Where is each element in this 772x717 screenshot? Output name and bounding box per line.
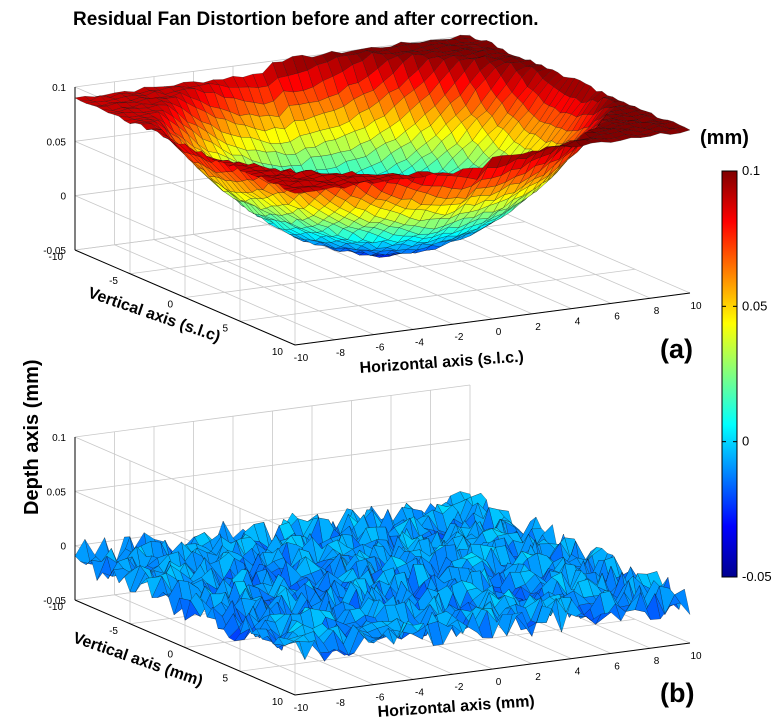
z-tick-label: 0 bbox=[60, 542, 66, 553]
x-tick-label: -8 bbox=[336, 698, 345, 709]
x-tick-label: 10 bbox=[690, 651, 702, 662]
x-tick-label: 2 bbox=[535, 322, 541, 333]
x-tick-label: 2 bbox=[535, 672, 541, 683]
y-tick-label: 0 bbox=[167, 300, 173, 311]
colorbar-tick-label: 0.05 bbox=[742, 298, 767, 313]
y-tick-label: -10 bbox=[49, 602, 64, 613]
x-tick-label: -4 bbox=[415, 687, 424, 698]
panel-label: (b) bbox=[660, 678, 694, 708]
x-axis-label: Horizontal axis (mm) bbox=[377, 693, 535, 717]
colorbar bbox=[721, 170, 738, 578]
x-tick-label: -8 bbox=[336, 348, 345, 359]
x-tick-label: -4 bbox=[415, 337, 424, 348]
y-tick-label: -5 bbox=[109, 626, 118, 637]
colorbar-tick-label: 0.1 bbox=[742, 163, 760, 178]
z-tick-label: 0.1 bbox=[52, 433, 66, 444]
y-axis-label: Vertical axis (s.l.c) bbox=[86, 285, 223, 346]
colorbar-tick-label: -0.05 bbox=[742, 569, 772, 584]
z-tick-label: 0.05 bbox=[47, 137, 67, 148]
x-tick-label: -10 bbox=[294, 353, 309, 364]
z-tick-label: -0.05 bbox=[43, 596, 66, 607]
y-tick-label: -5 bbox=[109, 276, 118, 287]
y-tick-label: 5 bbox=[222, 323, 228, 334]
x-tick-label: 0 bbox=[496, 677, 502, 688]
chart-title: Residual Fan Distortion before and after… bbox=[73, 9, 539, 30]
x-tick-label: 6 bbox=[614, 661, 620, 672]
x-tick-label: 4 bbox=[575, 317, 581, 328]
x-tick-label: -6 bbox=[376, 343, 385, 354]
x-tick-label: -6 bbox=[376, 693, 385, 704]
z-tick-label: 0 bbox=[60, 192, 66, 203]
x-tick-label: 6 bbox=[614, 311, 620, 322]
x-tick-label: -2 bbox=[455, 332, 464, 343]
colorbar-tick-label: 0 bbox=[742, 434, 749, 449]
surface bbox=[74, 34, 691, 258]
x-tick-label: 8 bbox=[654, 306, 660, 317]
z-tick-label: -0.05 bbox=[43, 246, 66, 257]
surface bbox=[74, 491, 691, 662]
depth-axis-label: Depth axis (mm) bbox=[21, 359, 43, 515]
y-tick-label: 10 bbox=[272, 697, 284, 708]
y-tick-label: 10 bbox=[272, 347, 284, 358]
colorbar-unit: (mm) bbox=[700, 127, 749, 149]
panel-label: (a) bbox=[660, 334, 693, 364]
y-tick-label: -10 bbox=[49, 252, 64, 263]
y-tick-label: 0 bbox=[167, 650, 173, 661]
x-tick-label: -10 bbox=[294, 703, 309, 714]
z-tick-label: 0.05 bbox=[47, 487, 67, 498]
x-tick-label: 8 bbox=[654, 656, 660, 667]
colorbar-ticks: 0.1 0.05 0 -0.05 bbox=[722, 163, 772, 584]
x-tick-label: -2 bbox=[455, 682, 464, 693]
x-tick-label: 4 bbox=[575, 667, 581, 678]
x-tick-label: 0 bbox=[496, 327, 502, 338]
z-tick-label: 0.1 bbox=[52, 83, 66, 94]
y-tick-label: 5 bbox=[222, 673, 228, 684]
x-tick-label: 10 bbox=[690, 301, 702, 312]
